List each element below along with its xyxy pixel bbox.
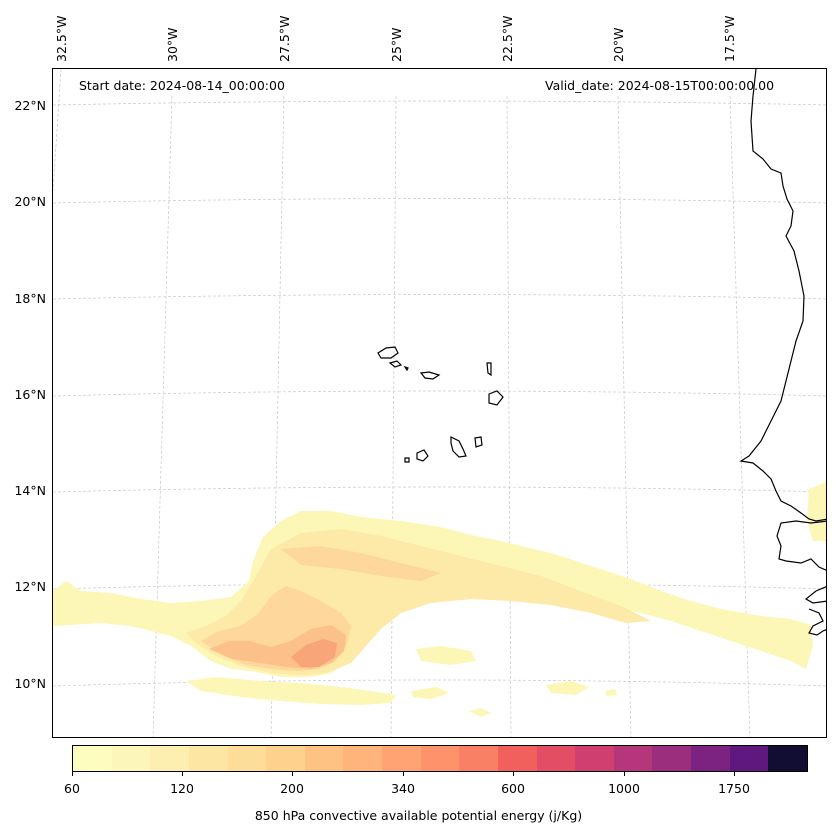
colorbar-segment-7 bbox=[343, 746, 382, 771]
cape-contour-level1-south bbox=[186, 677, 396, 705]
gridline-lat-16N bbox=[53, 390, 826, 397]
gridline-lon-20W bbox=[617, 95, 632, 737]
colorbar-segment-3 bbox=[188, 746, 228, 771]
colorbar-segment-11 bbox=[497, 746, 537, 771]
lat-label-16N: 16°N bbox=[14, 387, 46, 402]
gridline-lon-25W bbox=[390, 95, 397, 737]
lon-label-30W: 30°W bbox=[165, 27, 180, 62]
gridline-lon-30W bbox=[152, 95, 173, 737]
island-brava bbox=[404, 457, 410, 463]
colorbar-label-200: 200 bbox=[280, 781, 304, 796]
cape-contour-level1-blob5 bbox=[605, 689, 617, 696]
colorbar-segment-6 bbox=[304, 746, 344, 771]
colorbar-segment-16 bbox=[691, 746, 730, 771]
gridlines bbox=[53, 69, 826, 737]
lon-label-32.5W: 32.5°W bbox=[54, 15, 69, 62]
cape-contour-level1-blob3 bbox=[546, 681, 589, 695]
colorbar-segment-8 bbox=[382, 746, 421, 771]
gridline-lat-22N bbox=[53, 100, 826, 106]
colorbar bbox=[72, 745, 808, 772]
island-santa-luzia bbox=[403, 365, 409, 372]
lat-label-22N: 22°N bbox=[14, 98, 46, 113]
colorbar-tick-600 bbox=[513, 772, 514, 776]
colorbar-segment-1 bbox=[111, 746, 151, 771]
valid-date-text: Valid_date: 2024-08-15T00:00:00.00 bbox=[545, 78, 775, 93]
colorbar-segment-9 bbox=[420, 746, 460, 771]
colorbar-tick-200 bbox=[292, 772, 293, 776]
lat-label-12N: 12°N bbox=[14, 579, 46, 594]
cape-contour-level1-blob2 bbox=[411, 687, 449, 699]
coastline bbox=[377, 69, 826, 636]
colorbar-segment-17 bbox=[729, 746, 769, 771]
gridline-lat-20N bbox=[53, 198, 826, 204]
island-maio bbox=[474, 436, 483, 448]
colorbar-segment-13 bbox=[575, 746, 614, 771]
lon-label-27.5W: 27.5°W bbox=[277, 15, 292, 62]
colorbar-segment-4 bbox=[227, 746, 267, 771]
colorbar-segment-0 bbox=[73, 746, 112, 771]
colorbar-segment-5 bbox=[266, 746, 305, 771]
colorbar-label-340: 340 bbox=[391, 781, 415, 796]
colorbar-title: 850 hPa convective available potential e… bbox=[254, 808, 583, 823]
lat-label-10N: 10°N bbox=[14, 676, 46, 691]
lon-label-17.5W: 17.5°W bbox=[722, 15, 737, 62]
gridline-lon-32.5W bbox=[53, 69, 62, 192]
colorbar-label-600: 600 bbox=[501, 781, 525, 796]
island-sao-nicolau bbox=[419, 371, 441, 380]
island-sal bbox=[486, 362, 492, 377]
cape-contour-level1-blob4 bbox=[469, 708, 491, 717]
island-sao-vicente bbox=[388, 360, 403, 368]
lat-label-20N: 20°N bbox=[14, 194, 46, 209]
island-boa-vista bbox=[488, 390, 504, 406]
colorbar-segment-15 bbox=[652, 746, 691, 771]
lat-label-14N: 14°N bbox=[14, 483, 46, 498]
colorbar-segment-12 bbox=[536, 746, 576, 771]
gridline-lat-14N bbox=[53, 486, 826, 493]
colorbar-label-60: 60 bbox=[64, 781, 80, 796]
colorbar-label-1750: 1750 bbox=[718, 781, 750, 796]
cape-contour-level5 bbox=[291, 639, 337, 667]
colorbar-tick-120 bbox=[182, 772, 183, 776]
gridline-lat-18N bbox=[53, 294, 826, 300]
lon-label-22.5W: 22.5°W bbox=[500, 15, 515, 62]
cape-field bbox=[53, 481, 826, 717]
cape-contour-level1-blob1 bbox=[416, 646, 476, 665]
colorbar-tick-1750 bbox=[734, 772, 735, 776]
colorbar-segment-2 bbox=[150, 746, 189, 771]
colorbar-segment-14 bbox=[613, 746, 653, 771]
island-santo-antao bbox=[377, 346, 399, 359]
lat-label-18N: 18°N bbox=[14, 291, 46, 306]
colorbar-tick-340 bbox=[403, 772, 404, 776]
colorbar-segment-18 bbox=[768, 746, 807, 771]
map-panel bbox=[52, 68, 827, 738]
island-santiago bbox=[450, 436, 467, 458]
gridline-lon-22.5W bbox=[506, 95, 512, 737]
colorbar-tick-60 bbox=[72, 772, 73, 776]
gridline-lat-10N bbox=[53, 679, 826, 687]
colorbar-label-120: 120 bbox=[170, 781, 194, 796]
island-fogo bbox=[416, 449, 429, 462]
cape-contour-level3-band bbox=[281, 546, 441, 581]
map-canvas bbox=[53, 69, 826, 737]
start-date-text: Start date: 2024-08-14_00:00:00 bbox=[79, 78, 285, 93]
cape-contour-level1-east bbox=[807, 481, 826, 541]
colorbar-segment-10 bbox=[459, 746, 498, 771]
colorbar-label-1000: 1000 bbox=[608, 781, 640, 796]
colorbar-tick-1000 bbox=[624, 772, 625, 776]
lon-label-25W: 25°W bbox=[389, 27, 404, 62]
lon-label-20W: 20°W bbox=[611, 27, 626, 62]
african-coastline bbox=[739, 69, 826, 636]
